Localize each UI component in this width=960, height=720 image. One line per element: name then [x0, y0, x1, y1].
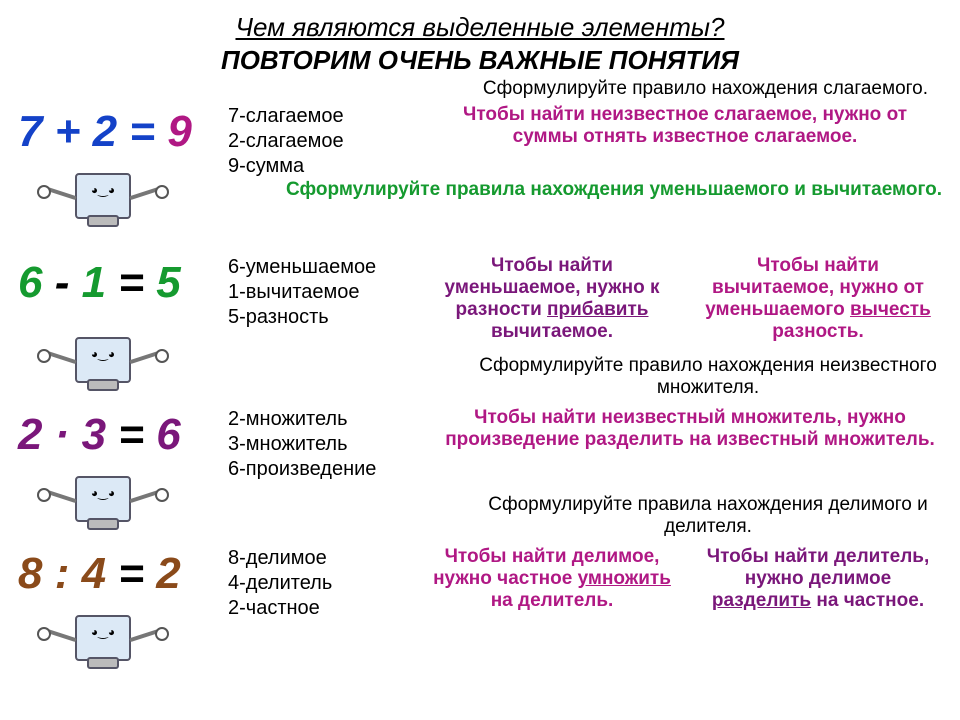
- subtraction-prompt: Сформулируйте правила нахождения уменьша…: [286, 179, 942, 201]
- sub-a: 6: [18, 258, 42, 307]
- multiplication-terms: 2-множитель 3-множитель 6-произведение: [228, 407, 438, 482]
- add-op: +: [55, 107, 81, 156]
- term: 5-разность: [228, 305, 428, 330]
- multiplication-row: 2 · 3 = 6 2-множитель 3-множитель 6-прои…: [18, 407, 942, 482]
- multiplication-prompt: Сформулируйте правило нахождения неизвес…: [458, 355, 958, 399]
- t: вычесть: [850, 299, 931, 320]
- t: на частное.: [811, 590, 924, 611]
- sub-eq: =: [118, 258, 144, 307]
- multiplication-rule: Чтобы найти неизвестный множитель, нужно…: [438, 407, 942, 451]
- mul-op: ·: [55, 410, 70, 459]
- computer-mascot-icon: ◕‿◕: [58, 337, 148, 415]
- division-terms: 8-делимое 4-делитель 2-частное: [228, 546, 428, 621]
- term: 3-множитель: [228, 432, 438, 457]
- div-a: 8: [18, 549, 42, 598]
- mul-b: 3: [82, 410, 106, 459]
- subtraction-row: 6 - 1 = 5 6-уменьшаемое 1-вычитаемое 5-р…: [18, 255, 942, 343]
- t: Чтобы найти делитель, нужно делимое: [707, 546, 930, 589]
- term: 4-делитель: [228, 571, 428, 596]
- addition-equation: 7 + 2 = 9: [18, 104, 228, 154]
- div-rule-right: Чтобы найти делитель, нужно делимое разд…: [694, 546, 942, 612]
- div-rule-left: Чтобы найти делимое, нужно частное умнож…: [428, 546, 676, 612]
- sub-r: 5: [156, 258, 180, 307]
- term: 6-уменьшаемое: [228, 255, 428, 280]
- t: прибавить: [547, 299, 648, 320]
- computer-mascot-icon: ◕‿◕: [58, 173, 148, 251]
- add-b: 2: [93, 107, 117, 156]
- addition-terms: 7-слагаемое 2-слагаемое 9-сумма: [228, 104, 428, 179]
- sub-b: 1: [82, 258, 106, 307]
- page-title: Чем являются выделенные элементы?: [18, 12, 942, 43]
- mul-eq: =: [118, 410, 144, 459]
- add-r: 9: [167, 107, 191, 156]
- term: 8-делимое: [228, 546, 428, 571]
- mul-r: 6: [156, 410, 180, 459]
- division-equation: 8 : 4 = 2: [18, 546, 228, 596]
- sub-op: -: [55, 258, 70, 307]
- subtraction-equation: 6 - 1 = 5: [18, 255, 228, 305]
- addition-rule: Чтобы найти неизвестное слагаемое, нужно…: [428, 104, 942, 148]
- term: 2-множитель: [228, 407, 438, 432]
- t: умножить: [578, 568, 671, 589]
- subtraction-terms: 6-уменьшаемое 1-вычитаемое 5-разность: [228, 255, 428, 330]
- mul-a: 2: [18, 410, 42, 459]
- computer-mascot-icon: ◕‿◕: [58, 476, 148, 554]
- add-eq: =: [129, 107, 155, 156]
- computer-mascot-icon: ◕‿◕: [58, 615, 148, 693]
- term: 6-произведение: [228, 457, 438, 482]
- div-eq: =: [118, 549, 144, 598]
- term: 2-слагаемое: [228, 129, 428, 154]
- addend-prompt: Сформулируйте правило нахождения слагаем…: [18, 78, 928, 100]
- division-row: 8 : 4 = 2 8-делимое 4-делитель 2-частное…: [18, 546, 942, 621]
- div-op: :: [55, 549, 70, 598]
- addition-row: 7 + 2 = 9 7-слагаемое 2-слагаемое 9-сумм…: [18, 104, 942, 179]
- add-a: 7: [18, 107, 42, 156]
- term: 2-частное: [228, 596, 428, 621]
- sub-rule-left: Чтобы найти уменьшаемое, нужно к разност…: [428, 255, 676, 343]
- t: вычитаемое.: [491, 321, 613, 342]
- t: на делитель.: [491, 590, 614, 611]
- t: разность.: [772, 321, 864, 342]
- division-prompt: Сформулируйте правила нахождения делимог…: [458, 494, 958, 538]
- term: 9-сумма: [228, 154, 428, 179]
- term: 1-вычитаемое: [228, 280, 428, 305]
- t: разделить: [712, 590, 811, 611]
- div-r: 2: [156, 549, 180, 598]
- term: 7-слагаемое: [228, 104, 428, 129]
- multiplication-equation: 2 · 3 = 6: [18, 407, 228, 457]
- sub-rule-right: Чтобы найти вычитаемое, нужно от уменьша…: [694, 255, 942, 343]
- page-subtitle: ПОВТОРИМ ОЧЕНЬ ВАЖНЫЕ ПОНЯТИЯ: [18, 45, 942, 76]
- div-b: 4: [82, 549, 106, 598]
